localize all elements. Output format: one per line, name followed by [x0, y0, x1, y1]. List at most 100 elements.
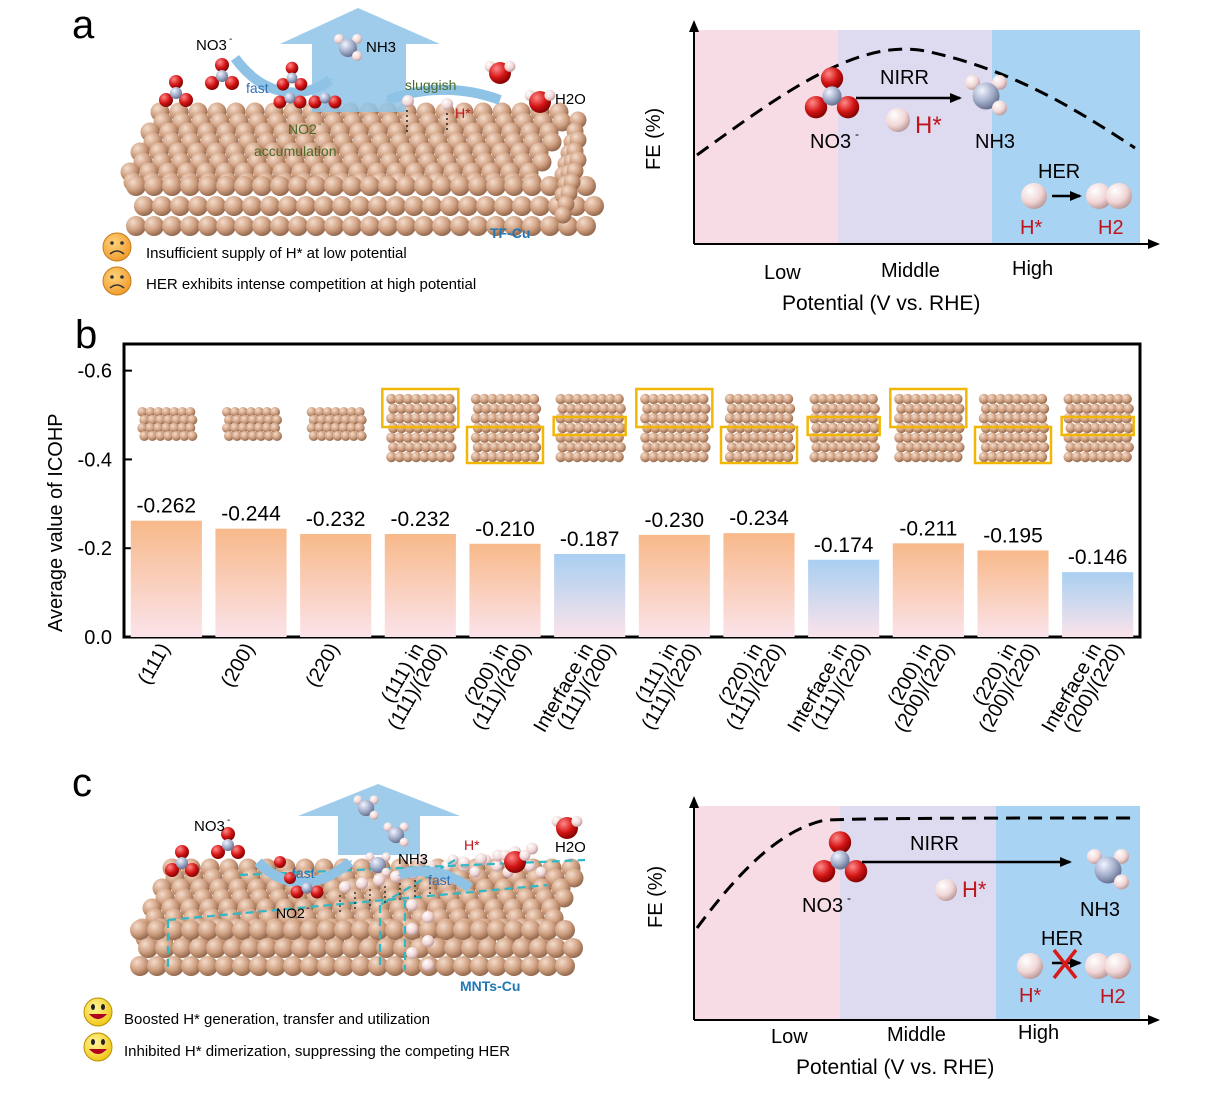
- copper-atom: [563, 938, 583, 958]
- hydrogen-atom: [334, 34, 344, 44]
- middle-region: [840, 806, 996, 1020]
- copper-atom: [308, 938, 328, 958]
- copper-atom: [479, 393, 490, 405]
- reactant-charge: -: [847, 891, 851, 905]
- her-label: HER: [1038, 161, 1080, 183]
- copper-atom: [576, 216, 596, 236]
- copper-atom: [495, 432, 507, 443]
- copper-atom: [126, 216, 146, 236]
- copper-atom: [198, 920, 218, 940]
- copper-atom: [181, 920, 201, 940]
- copper-atom: [945, 442, 957, 453]
- copper-atom: [497, 403, 509, 414]
- happy-face-icon: [83, 997, 113, 1027]
- copper-atom: [444, 432, 455, 443]
- copper-atom: [952, 432, 963, 443]
- hydrogen-atom: [458, 856, 470, 869]
- copper-atom: [910, 393, 922, 405]
- fe-plot-a: FE (%) Low Middle High Potential (V vs. …: [643, 20, 1160, 315]
- copper-atom: [396, 403, 407, 414]
- copper-atom: [139, 431, 150, 441]
- copper-atom: [978, 432, 990, 443]
- copper-atom: [596, 393, 608, 405]
- copper-atom: [278, 196, 298, 216]
- copper-atom: [564, 868, 584, 888]
- copper-atom: [145, 423, 156, 433]
- copper-atom: [859, 451, 870, 463]
- copper-atom: [989, 442, 1000, 453]
- chart-ylabel: Average value of ICOHP: [45, 413, 67, 632]
- copper-atom: [514, 403, 525, 414]
- nitrogen-atom: [1094, 856, 1122, 884]
- copper-atom: [334, 956, 354, 976]
- copper-atom: [322, 423, 333, 433]
- copper-atom: [582, 442, 593, 453]
- hydrogen-atom: [381, 852, 391, 862]
- oxygen-atom: [276, 78, 290, 91]
- hydrogen-atom: [406, 899, 418, 911]
- fast-label-2: fast: [428, 872, 451, 888]
- oxygen-atom: [215, 58, 229, 72]
- copper-atom: [356, 431, 367, 441]
- copper-atom: [481, 442, 492, 453]
- region-label-high: High: [1018, 1022, 1059, 1044]
- copper-atom: [394, 393, 405, 405]
- copper-atom: [185, 407, 196, 417]
- copper-atom: [368, 956, 388, 976]
- copper-atom: [185, 423, 196, 433]
- copper-atom: [1022, 442, 1033, 453]
- copper-atom: [540, 216, 560, 236]
- panel-a: a NO3 - fast NH3 sluggish H2O NO2 - accu…: [72, 3, 1160, 315]
- copper-atom: [332, 196, 352, 216]
- copper-atom: [486, 176, 506, 196]
- copper-atom: [252, 216, 272, 236]
- region-label-middle: Middle: [881, 260, 940, 282]
- fast-arrow-1: [254, 858, 354, 888]
- copper-atom: [782, 451, 794, 463]
- copper-atom: [529, 938, 549, 958]
- fe-ylabel: FE (%): [643, 108, 665, 170]
- oxygen-atom: [284, 872, 296, 884]
- copper-atom: [521, 956, 541, 976]
- copper-atom: [179, 415, 190, 425]
- copper-atom: [249, 920, 269, 940]
- copper-atom: [256, 431, 266, 441]
- copper-atom: [774, 451, 785, 463]
- nitrogen-atom: [822, 86, 842, 106]
- copper-atom: [757, 432, 769, 443]
- copper-atom: [189, 938, 209, 958]
- copper-atom: [937, 442, 948, 453]
- copper-atom: [1090, 422, 1101, 434]
- copper-atom: [910, 413, 922, 424]
- note-c-2: Inhibited H* dimerization, suppressing t…: [124, 1043, 510, 1060]
- copper-atom: [472, 403, 484, 414]
- nitrogen-atom: [284, 92, 296, 104]
- copper-atom: [270, 407, 280, 417]
- copper-atom: [766, 451, 777, 463]
- copper-atom: [396, 176, 416, 196]
- copper-atom: [980, 403, 992, 414]
- copper-atom: [580, 413, 591, 424]
- copper-atom: [505, 442, 517, 453]
- y-tick-label: -0.2: [78, 538, 112, 560]
- copper-atom: [1098, 442, 1110, 453]
- copper-atom: [666, 442, 678, 453]
- copper-atom: [187, 415, 198, 425]
- copper-atom: [479, 451, 490, 463]
- copper-atom: [206, 196, 226, 216]
- oxygen-atom: [844, 860, 868, 883]
- copper-atom: [757, 413, 769, 424]
- copper-atom: [563, 393, 575, 405]
- copper-atom: [404, 442, 416, 453]
- blocked-cross-icon: [1052, 948, 1078, 980]
- copper-atom: [478, 938, 498, 958]
- copper-atom: [153, 423, 164, 433]
- hydrogen-atom: [1021, 183, 1047, 209]
- copper-atom: [819, 403, 831, 414]
- copper-atom: [522, 442, 533, 453]
- copper-atom: [1115, 442, 1126, 453]
- copper-atom: [768, 442, 779, 453]
- copper-atom: [836, 442, 847, 453]
- copper-atom: [759, 403, 771, 414]
